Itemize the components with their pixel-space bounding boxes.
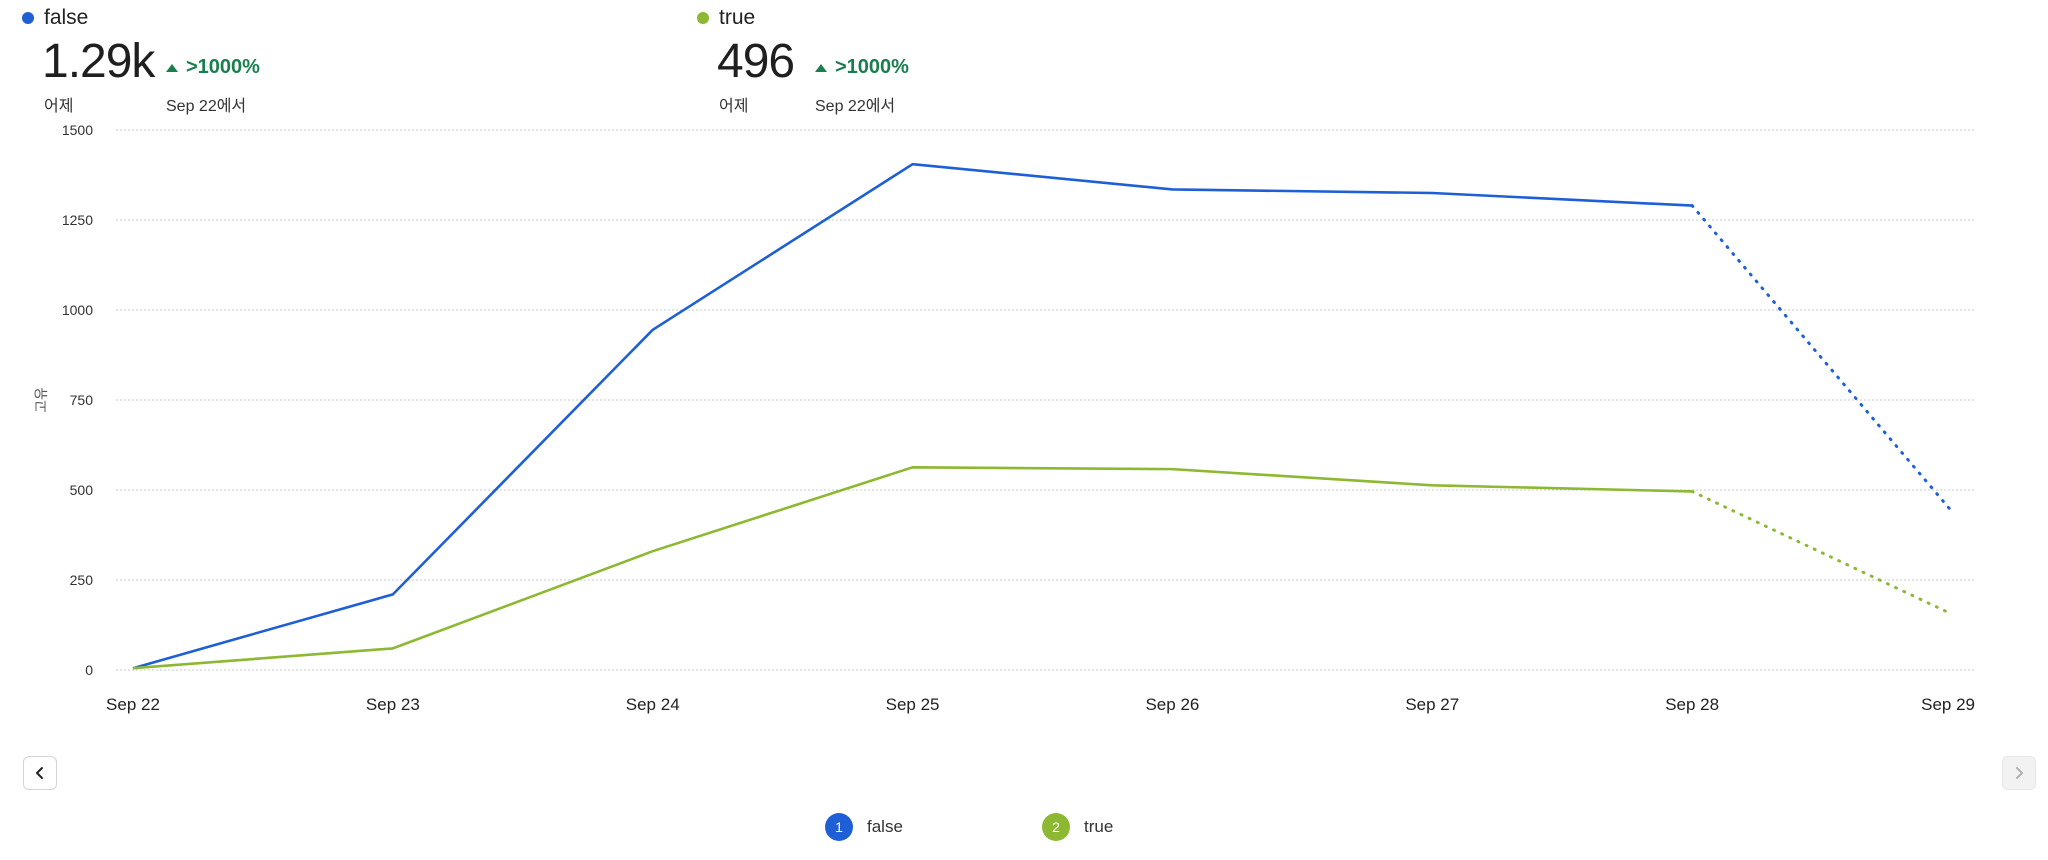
x-tick-label: Sep 26 <box>1145 695 1199 714</box>
x-tick-label: Sep 23 <box>366 695 420 714</box>
x-axis: Sep 22 Sep 23 Sep 24 Sep 25 Sep 26 Sep 27 Sep … <box>106 695 1975 714</box>
x-tick-label: Sep 29 <box>1921 695 1975 714</box>
kpi-change: >1000% <box>166 56 260 79</box>
x-tick-label: Sep 28 <box>1665 695 1719 714</box>
kpi-value: 496 <box>717 35 795 88</box>
grid <box>116 129 1975 671</box>
legend-label: false <box>867 817 903 836</box>
previous-button[interactable] <box>23 756 57 790</box>
y-axis: 0 250 500 750 1000 1250 1500 <box>62 122 93 678</box>
kpi-true: true 496 어제 >1000% Sep 22에서 <box>697 6 909 115</box>
x-tick-label: Sep 25 <box>886 695 940 714</box>
y-tick-label: 1250 <box>62 212 93 228</box>
y-tick-label: 1500 <box>62 122 93 138</box>
kpi-compare: Sep 22에서 <box>166 98 247 115</box>
x-tick-label: Sep 27 <box>1405 695 1459 714</box>
kpi-label: false <box>44 6 89 29</box>
x-tick-label: Sep 22 <box>106 695 160 714</box>
kpi-false: false 1.29k 어제 >1000% Sep 22에서 <box>22 6 260 115</box>
arrow-up-icon <box>166 63 178 72</box>
kpi-change: >1000% <box>815 56 909 79</box>
series-line-true <box>132 466 1693 670</box>
y-axis-label: 고유 <box>33 387 49 413</box>
chevron-right-icon <box>2016 767 2023 779</box>
y-tick-label: 750 <box>70 392 94 408</box>
legend-item-true[interactable]: 2 true <box>1042 813 1259 841</box>
y-tick-label: 500 <box>70 482 94 498</box>
x-tick-label: Sep 24 <box>626 695 680 714</box>
chevron-left-icon <box>36 767 43 779</box>
kpi-change-value: >1000% <box>186 56 260 78</box>
legend-label: true <box>1084 817 1114 836</box>
series-partial-line-false <box>1690 204 1954 514</box>
kpi-compare: Sep 22에서 <box>815 98 896 115</box>
legend: 1 false 2 true <box>825 813 1259 841</box>
kpi-sub: 어제 <box>719 98 749 115</box>
y-tick-label: 1000 <box>62 302 93 318</box>
kpi-sub: 어제 <box>44 98 74 115</box>
kpi-header: true <box>697 6 755 30</box>
series-dot-icon <box>697 12 709 24</box>
legend-badge: 1 <box>825 813 853 841</box>
arrow-up-icon <box>815 63 827 72</box>
kpi-header: false <box>22 6 88 30</box>
legend-item-false[interactable]: 1 false <box>825 813 1042 841</box>
legend-badge: 2 <box>1042 813 1070 841</box>
y-tick-label: 250 <box>70 572 94 588</box>
series-partial-line-true <box>1690 489 1954 616</box>
series <box>132 162 1954 670</box>
next-button[interactable] <box>2002 756 2036 790</box>
series-dot-icon <box>22 12 34 24</box>
series-line-false <box>132 162 1693 670</box>
kpi-label: true <box>719 6 756 29</box>
kpi-value: 1.29k <box>42 35 155 88</box>
kpi-change-value: >1000% <box>835 56 909 78</box>
y-tick-label: 0 <box>85 662 93 678</box>
